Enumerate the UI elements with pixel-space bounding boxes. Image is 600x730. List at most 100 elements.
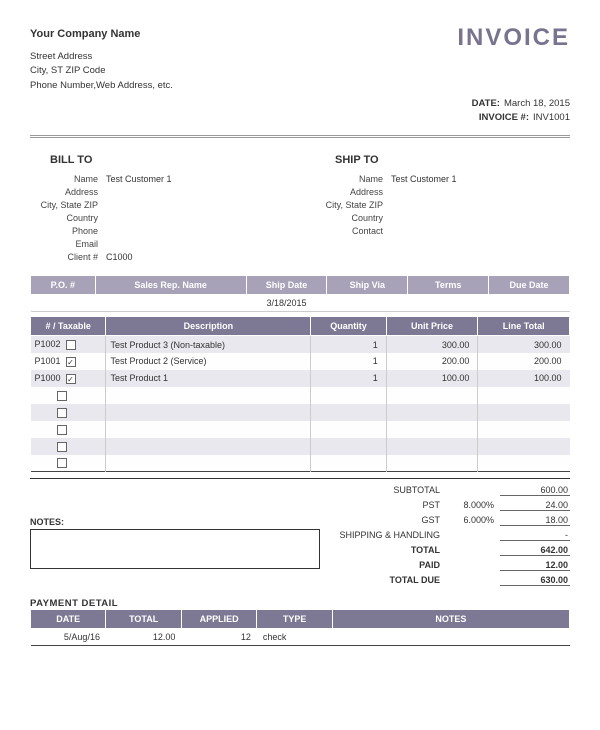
bill-country-label: Country (30, 213, 98, 223)
pay-col-type: TYPE (257, 610, 332, 629)
gst-val: 18.00 (500, 515, 570, 526)
totals-col: SUBTOTAL600.00 PST8.000%24.00 GST6.000%1… (320, 483, 570, 588)
company-line2: City, ST ZIP Code (30, 64, 570, 78)
col-due: Due Date (489, 276, 570, 295)
ship-name-label: Name (315, 174, 383, 184)
ship-address (391, 187, 570, 197)
pay-applied: 12 (181, 629, 256, 646)
items-table: # / Taxable Description Quantity Unit Pr… (30, 316, 570, 472)
bill-address-label: Address (30, 187, 98, 197)
item-qty: 1 (311, 353, 386, 370)
taxable-checkbox[interactable] (66, 340, 76, 350)
total-label: TOTAL (320, 545, 450, 556)
ship-csz-label: City, State ZIP (315, 200, 383, 210)
item-num (31, 421, 106, 438)
bill-csz-label: City, State ZIP (30, 200, 98, 210)
item-row: P1002 Test Product 3 (Non-taxable)1300.0… (31, 336, 570, 353)
item-row: P1000 Test Product 11100.00100.00 (31, 370, 570, 387)
col-shipvia: Ship Via (327, 276, 408, 295)
ship-address-label: Address (315, 187, 383, 197)
col-po: P.O. # (31, 276, 96, 295)
gst-pct: 6.000% (450, 515, 500, 526)
item-total: 200.00 (478, 353, 570, 370)
pay-col-notes: NOTES (332, 610, 569, 629)
payment-title: PAYMENT DETAIL (30, 598, 570, 609)
item-qty: 1 (311, 336, 386, 353)
taxable-checkbox[interactable] (57, 458, 67, 468)
col-desc: Description (106, 317, 311, 336)
due-val: 630.00 (500, 575, 570, 586)
ship-val: - (500, 530, 570, 541)
item-num (31, 404, 106, 421)
taxable-checkbox[interactable] (57, 442, 67, 452)
pst-pct: 8.000% (450, 500, 500, 511)
pay-total: 12.00 (106, 629, 181, 646)
pst-val: 24.00 (500, 500, 570, 511)
company-address: Street Address City, ST ZIP Code Phone N… (30, 50, 570, 93)
pay-col-date: DATE (31, 610, 106, 629)
ship-country (391, 213, 570, 223)
ship-contact-label: Contact (315, 226, 383, 236)
date-value: March 18, 2015 (504, 98, 570, 109)
bill-name: Test Customer 1 (106, 174, 285, 184)
item-row-blank (31, 387, 570, 404)
item-desc: Test Product 1 (106, 370, 311, 387)
col-rep: Sales Rep. Name (95, 276, 246, 295)
payment-row: 5/Aug/1612.0012check (31, 629, 570, 646)
payment-table: DATE TOTAL APPLIED TYPE NOTES 5/Aug/1612… (30, 609, 570, 646)
bill-client-label: Client # (30, 252, 98, 262)
billship-section: BILL TO NameTest Customer 1 Address City… (30, 154, 570, 265)
item-qty: 1 (311, 370, 386, 387)
notes-col: NOTES: (30, 483, 320, 588)
item-desc: Test Product 2 (Service) (106, 353, 311, 370)
invoice-meta: DATE:March 18, 2015 INVOICE #:INV1001 (30, 97, 570, 126)
val-shipvia (327, 295, 408, 312)
order-values-row: 3/18/2015 (31, 295, 570, 312)
col-price: Unit Price (386, 317, 478, 336)
bill-country (106, 213, 285, 223)
date-label: DATE: (472, 98, 500, 109)
col-numtax: # / Taxable (31, 317, 106, 336)
item-num (31, 387, 106, 404)
ship-to-col: SHIP TO Name Test Customer 1 Address City… (315, 154, 570, 265)
bill-email (106, 239, 285, 249)
ship-to-title: SHIP TO (335, 154, 570, 166)
paid-label: PAID (320, 560, 450, 571)
item-total: 100.00 (478, 370, 570, 387)
total-val: 642.00 (500, 545, 570, 556)
taxable-checkbox[interactable] (57, 425, 67, 435)
totals-section: NOTES: SUBTOTAL600.00 PST8.000%24.00 GST… (30, 478, 570, 588)
invoice-num-label: INVOICE #: (479, 112, 529, 123)
item-row-blank (31, 455, 570, 472)
val-due (489, 295, 570, 312)
notes-label: NOTES: (30, 517, 320, 527)
notes-box[interactable] (30, 529, 320, 569)
taxable-checkbox[interactable] (66, 374, 76, 384)
item-row: P1001 Test Product 2 (Service)1200.00200… (31, 353, 570, 370)
paid-val: 12.00 (500, 560, 570, 571)
item-num: P1000 (31, 370, 106, 387)
col-qty: Quantity (311, 317, 386, 336)
taxable-checkbox[interactable] (66, 357, 76, 367)
item-row-blank (31, 438, 570, 455)
item-total: 300.00 (478, 336, 570, 353)
val-rep (95, 295, 246, 312)
ship-name: Test Customer 1 (391, 174, 570, 184)
gst-label: GST (320, 515, 450, 526)
item-num (31, 438, 106, 455)
ship-csz (391, 200, 570, 210)
val-shipdate: 3/18/2015 (246, 295, 327, 312)
bill-address (106, 187, 285, 197)
subtotal-val: 600.00 (500, 485, 570, 496)
invoice-title: INVOICE (457, 24, 570, 52)
taxable-checkbox[interactable] (57, 391, 67, 401)
ship-contact (391, 226, 570, 236)
pay-notes (332, 629, 569, 646)
pay-col-applied: APPLIED (181, 610, 256, 629)
pay-col-total: TOTAL (106, 610, 181, 629)
taxable-checkbox[interactable] (57, 408, 67, 418)
divider-double (30, 135, 570, 138)
pay-date: 5/Aug/16 (31, 629, 106, 646)
bill-client: C1000 (106, 252, 285, 262)
pay-type: check (257, 629, 332, 646)
